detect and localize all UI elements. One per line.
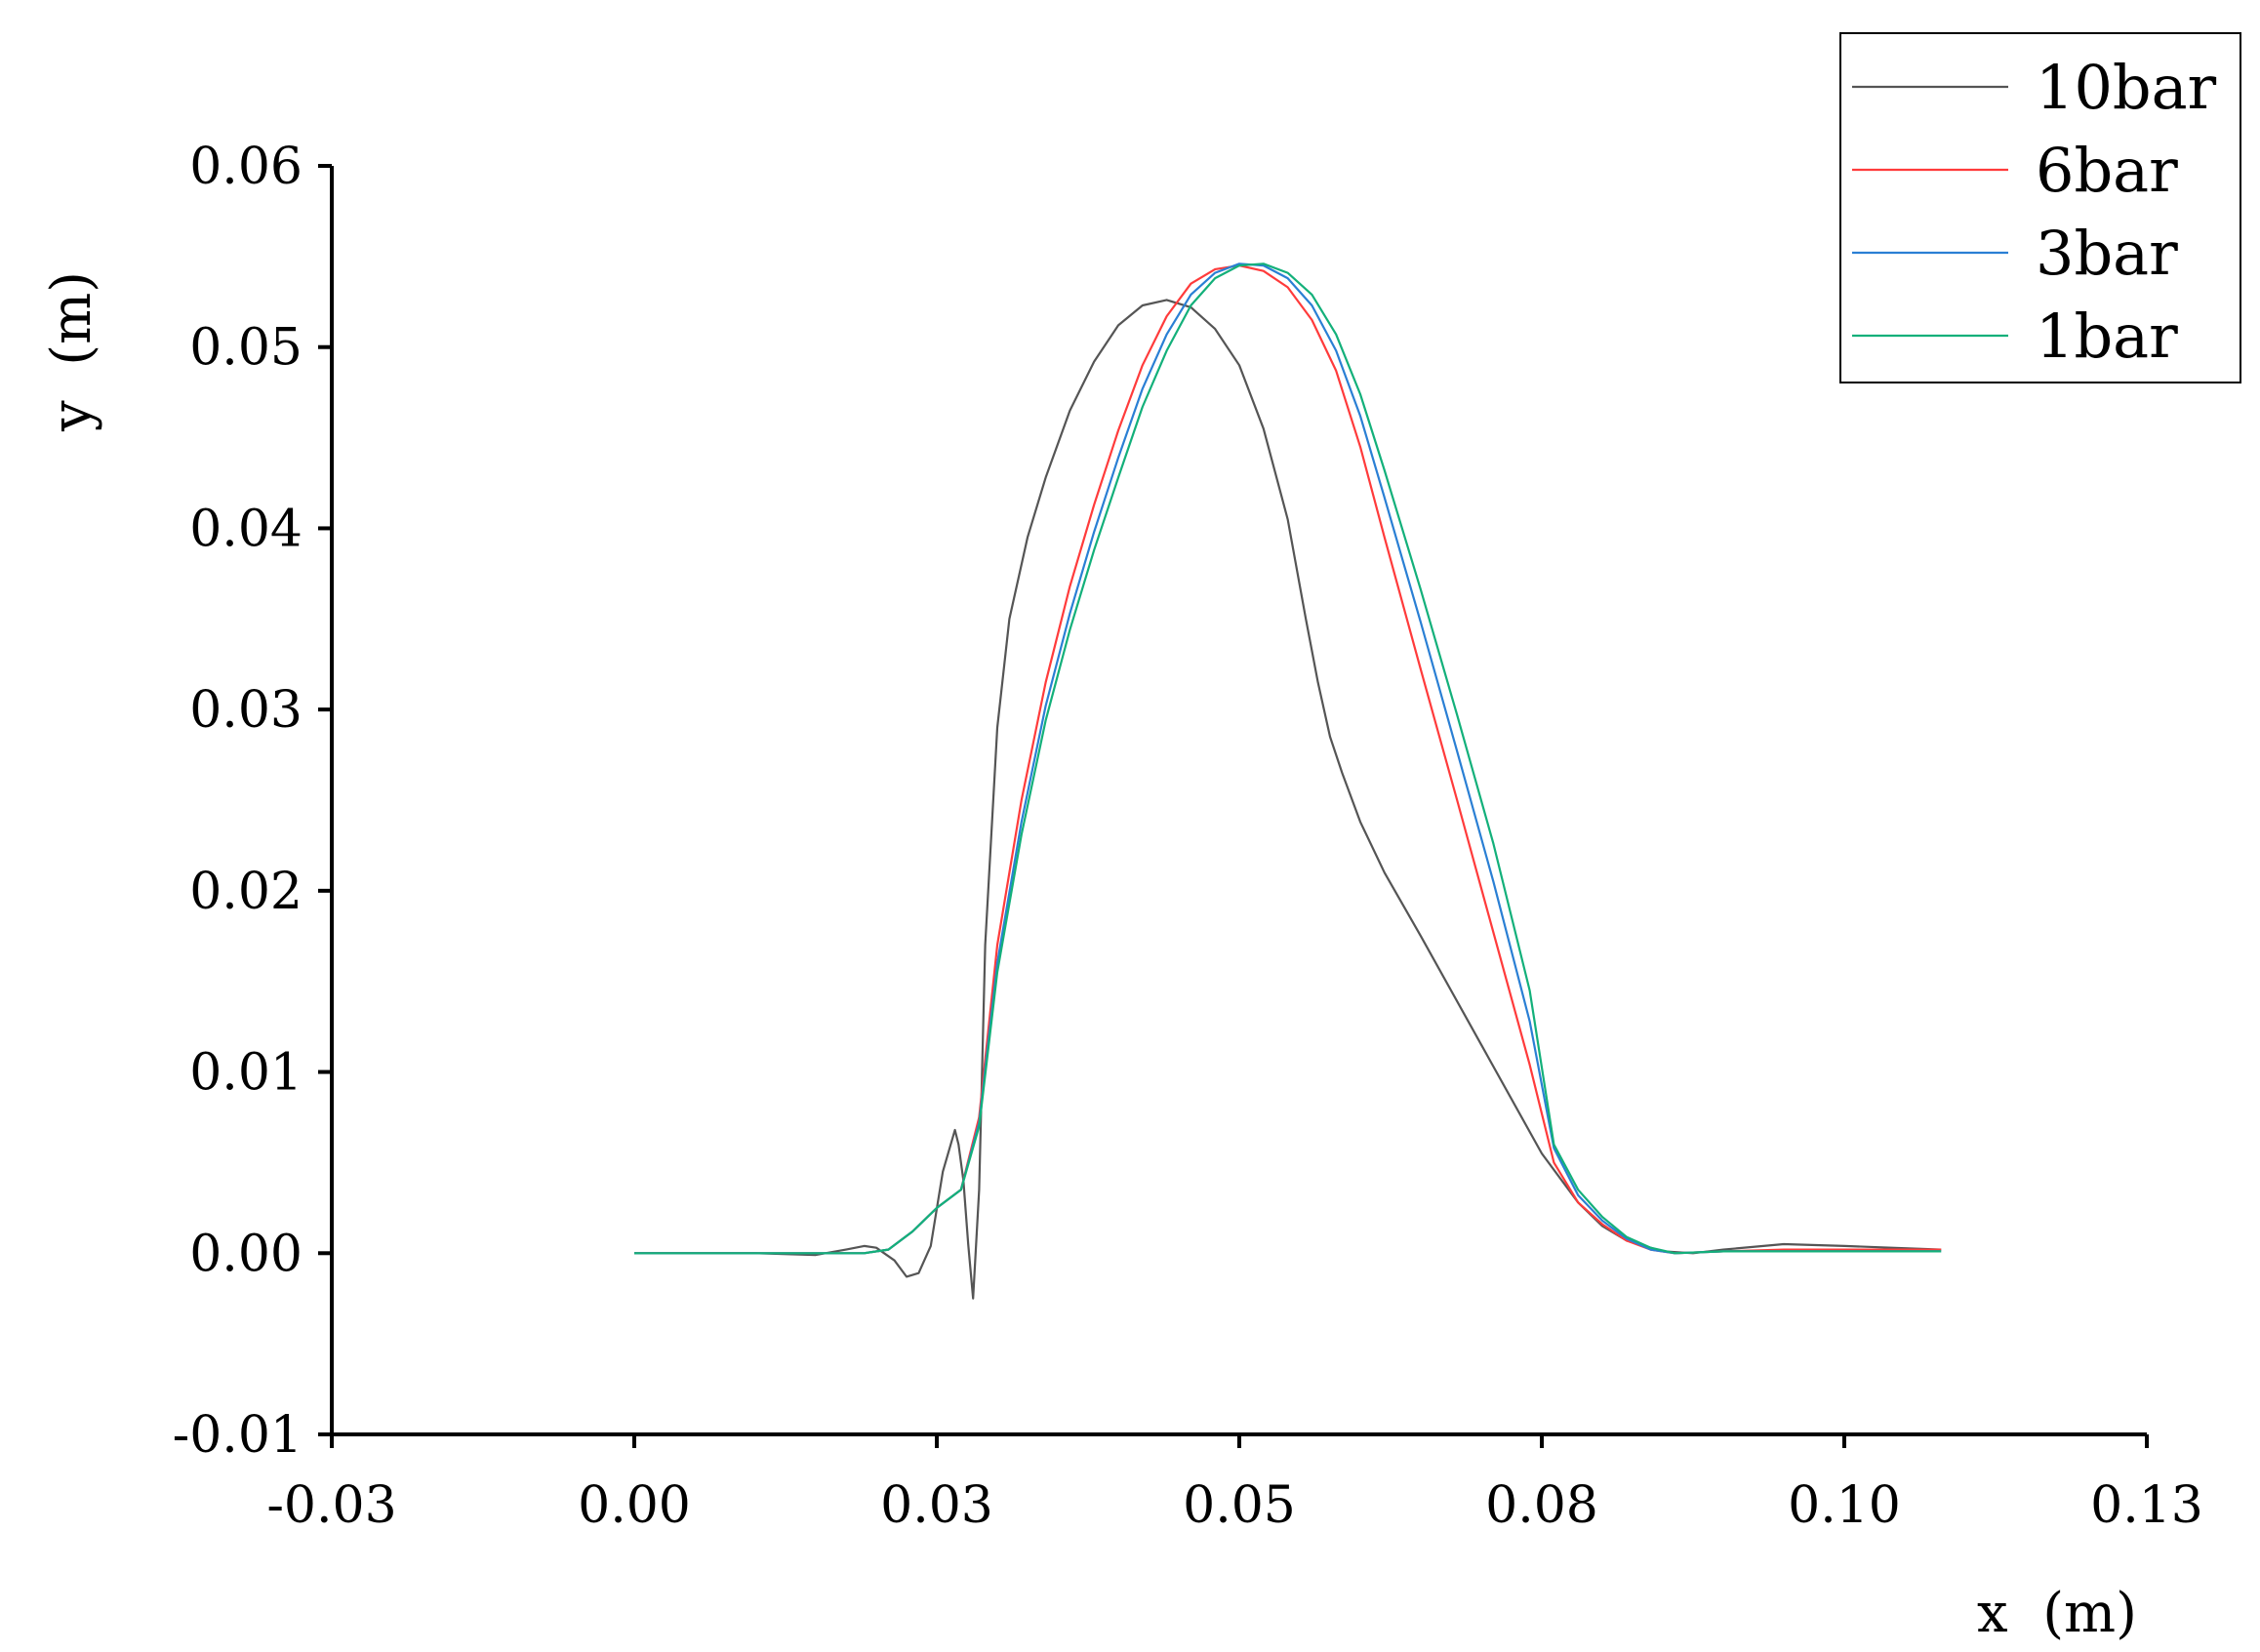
x-tick-label: 0.08	[1485, 1476, 1598, 1535]
y-tick-label: 0.06	[189, 138, 303, 196]
y-axis-title: y (m)	[40, 271, 103, 432]
y-tick-label: 0.02	[189, 863, 303, 921]
y-tick-label: 0.01	[189, 1044, 303, 1103]
x-tick-label: 0.05	[1183, 1476, 1296, 1535]
x-tick-label: 0.13	[2090, 1476, 2203, 1535]
legend-label: 1bar	[2036, 301, 2178, 372]
ticks: -0.03 0.00 0.03 0.05 0.08 0.10 0.13 -0.01 0.00 0.…	[173, 138, 2203, 1535]
y-tick-label: -0.01	[173, 1406, 303, 1465]
x-tick-label: 0.03	[880, 1476, 993, 1535]
legend-label: 10bar	[2036, 52, 2217, 123]
x-tick-label: -0.03	[266, 1476, 396, 1535]
y-tick-label: 0.05	[189, 319, 303, 378]
series-line-1bar	[634, 262, 1942, 1255]
legend-label: 3bar	[2036, 218, 2178, 289]
series-line-3bar	[634, 262, 1942, 1255]
x-tick-label: 0.10	[1788, 1476, 1901, 1535]
series-layer	[634, 262, 1942, 1300]
y-tick-label: 0.04	[189, 500, 303, 558]
legend-box	[1839, 32, 2241, 383]
x-tick-label: 0.00	[578, 1476, 691, 1535]
x-axis-title: x (m)	[1977, 1582, 2137, 1645]
series-line-10bar	[634, 299, 1942, 1300]
series-line-6bar	[634, 264, 1942, 1255]
y-tick-label: 0.00	[189, 1225, 303, 1283]
legend-label: 6bar	[2036, 135, 2178, 206]
y-tick-label: 0.03	[189, 681, 303, 740]
legend: 10bar 6bar 3bar 1bar	[1839, 32, 2241, 383]
